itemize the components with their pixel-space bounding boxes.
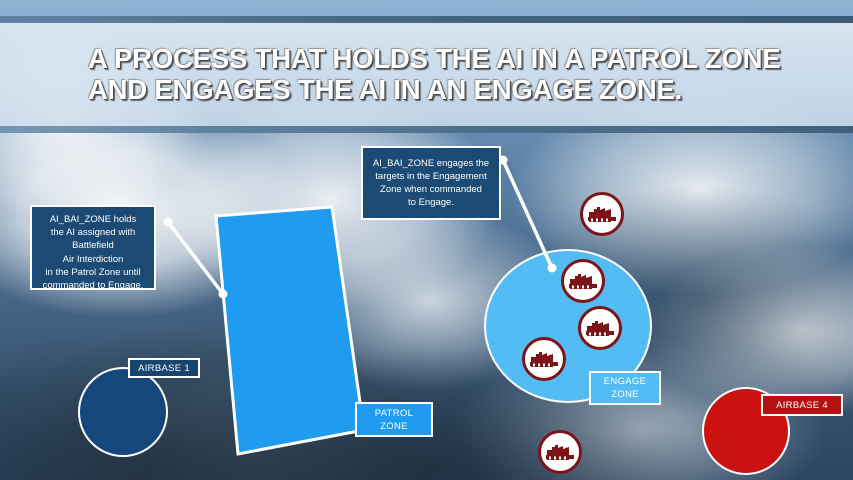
engage-zone-label[interactable]: ENGAGE ZONE <box>589 371 661 405</box>
airbase-1-label[interactable]: AIRBASE 1 <box>128 358 200 378</box>
title-band-bottom-rule <box>0 126 853 133</box>
airbase-1-label-text: AIRBASE 1 <box>138 362 190 374</box>
factory-icon <box>568 272 598 290</box>
callout-line: Battlefield <box>72 240 114 252</box>
title-band-top-rule <box>0 16 853 23</box>
engage-callout-leader-line <box>501 159 554 269</box>
callout-line: targets in the Engagement <box>375 170 487 182</box>
target-marker[interactable] <box>561 259 605 303</box>
engage-zone-label-line1: ENGAGE <box>603 376 647 387</box>
patrol-zone-label-line2: ZONE <box>380 420 408 432</box>
target-marker[interactable] <box>580 192 624 236</box>
factory-icon <box>587 205 617 223</box>
airbase-1-marker[interactable] <box>78 367 168 457</box>
target-marker[interactable] <box>522 337 566 381</box>
callout-line: Zone when commanded <box>380 184 482 195</box>
engage-zone-label-line2: ZONE <box>611 389 639 400</box>
callout-line: AI_BAI_ZONE holds <box>49 214 137 225</box>
engage-callout-box[interactable]: AI_BAI_ZONE engages the targets in the E… <box>361 146 501 220</box>
target-marker[interactable] <box>578 306 622 350</box>
callout-line: Air Interdiction <box>62 253 124 265</box>
patrol-callout-leader-dot-start <box>163 217 173 227</box>
factory-icon <box>545 443 575 461</box>
page-title: A PROCESS THAT HOLDS THE AI IN A PATROL … <box>88 43 781 105</box>
airbase-4-label-text: AIRBASE 4 <box>776 399 828 411</box>
callout-line: to Engage. <box>408 197 454 209</box>
patrol-zone-label-line1: PATROL <box>374 407 414 419</box>
callout-line: commanded to Engage. <box>42 280 144 292</box>
callout-line: in the Patrol Zone until <box>45 266 141 278</box>
patrol-callout-box[interactable]: AI_BAI_ZONE holds the AI assigned with B… <box>30 205 156 292</box>
factory-icon <box>529 350 559 368</box>
callout-line: the AI assigned with <box>50 227 136 239</box>
airbase-4-label[interactable]: AIRBASE 4 <box>761 394 843 416</box>
callout-line: AI_BAI_ZONE engages the <box>372 157 490 169</box>
factory-icon <box>585 319 615 337</box>
patrol-callout-leader-line <box>166 220 225 296</box>
title-band <box>0 22 853 126</box>
target-marker[interactable] <box>538 430 582 474</box>
patrol-zone-label[interactable]: PATROL ZONE <box>355 402 433 437</box>
engage-callout-leader-dot-end <box>547 263 557 273</box>
patrol-callout-leader-dot-end <box>218 289 228 299</box>
